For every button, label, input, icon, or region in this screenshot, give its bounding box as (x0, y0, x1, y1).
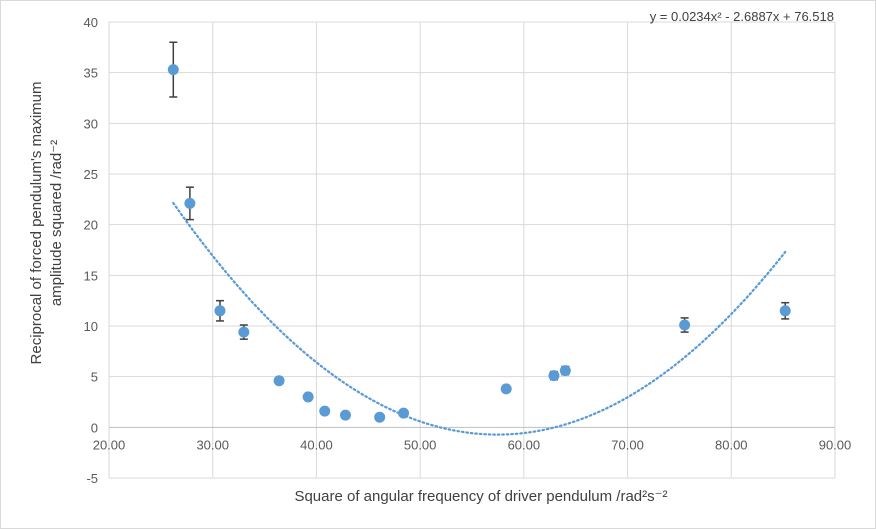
data-point (548, 370, 560, 382)
x-tick-label: 50.00 (404, 437, 437, 452)
x-tick-label: 90.00 (819, 437, 852, 452)
x-tick-label: 40.00 (300, 437, 333, 452)
y-tick-label: 10 (84, 319, 98, 334)
data-point (374, 411, 386, 423)
y-tick-label: 5 (91, 370, 98, 385)
data-point (559, 365, 571, 377)
y-axis-title-line-2: amplitude squared /rad⁻² (48, 140, 65, 306)
x-tick-label: 20.00 (93, 437, 126, 452)
y-tick-label: 40 (84, 15, 98, 30)
tick-labels: 20.00 30.00 40.00 50.00 60.00 70.00 80.00 90.00… (84, 15, 852, 486)
data-point (398, 407, 410, 419)
data-point (500, 383, 512, 395)
y-tick-label: 25 (84, 167, 98, 182)
data-point (214, 305, 226, 317)
x-tick-label: 60.00 (508, 437, 541, 452)
gridlines (108, 21, 836, 479)
y-tick-label: 15 (84, 268, 98, 283)
polynomial-trendline (172, 201, 787, 436)
error-bars (169, 41, 790, 419)
trendline-layer (172, 201, 787, 436)
x-tick-label: 30.00 (196, 437, 229, 452)
trendline-equation: y = 0.0234x² - 2.6887x + 76.518 (650, 9, 834, 24)
y-tick-label: -5 (86, 471, 98, 486)
y-tick-label: 0 (91, 420, 98, 435)
data-point (238, 326, 250, 338)
y-tick-label: 35 (84, 66, 98, 81)
data-point (273, 375, 285, 387)
data-point (167, 64, 179, 76)
data-point (679, 319, 691, 331)
data-point (319, 405, 331, 417)
y-axis-title-line-1: Reciprocal of forced pendulum's maximum (28, 82, 45, 365)
data-points (167, 64, 791, 423)
x-tick-label: 70.00 (611, 437, 644, 452)
data-point (184, 197, 196, 209)
x-axis-title: Square of angular frequency of driver pe… (294, 488, 667, 505)
y-tick-label: 30 (84, 116, 98, 131)
data-point (302, 391, 314, 403)
data-point (779, 305, 791, 317)
data-point (339, 409, 351, 421)
x-tick-label: 80.00 (715, 437, 748, 452)
y-tick-label: 20 (84, 218, 98, 233)
